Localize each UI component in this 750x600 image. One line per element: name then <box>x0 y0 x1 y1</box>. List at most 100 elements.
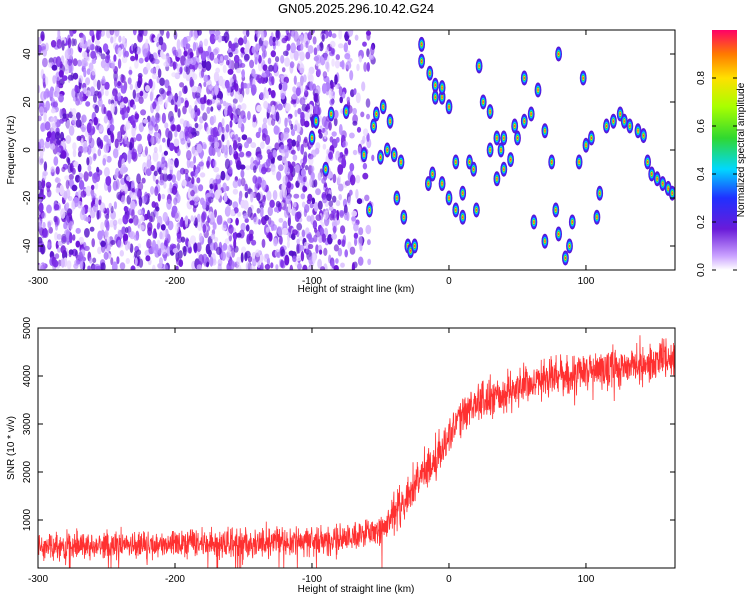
noise-speck <box>321 222 325 228</box>
noise-speck <box>236 117 243 125</box>
noise-speck <box>60 245 66 254</box>
noise-speck <box>95 30 102 40</box>
x-tick-label: 0 <box>446 276 452 287</box>
noise-speck <box>337 247 343 257</box>
noise-speck <box>336 177 340 186</box>
noise-speck <box>333 109 339 119</box>
noise-speck <box>97 246 102 255</box>
noise-speck <box>54 177 61 184</box>
noise-speck <box>232 113 238 124</box>
noise-speck <box>252 175 258 184</box>
noise-speck <box>300 250 305 262</box>
noise-speck <box>210 212 215 223</box>
noise-speck <box>240 169 245 178</box>
noise-speck <box>65 232 71 242</box>
noise-speck <box>199 97 206 105</box>
noise-speck <box>86 157 90 166</box>
y-tick-label: 3000 <box>22 412 33 435</box>
noise-speck <box>196 213 201 223</box>
noise-speck <box>229 120 233 128</box>
noise-speck <box>135 133 142 142</box>
noise-speck <box>338 183 344 192</box>
noise-speck <box>355 188 359 200</box>
colorbar-ticks: 0.0 0.2 0.4 0.6 0.8 <box>696 71 737 277</box>
noise-speck <box>145 38 149 49</box>
noise-speck <box>252 114 257 123</box>
noise-speck <box>78 145 84 154</box>
noise-speck <box>60 208 66 219</box>
x-tick-label: 100 <box>578 276 595 287</box>
signal-blob <box>393 190 401 206</box>
signal-blob <box>386 113 394 129</box>
noise-speck <box>233 54 240 64</box>
noise-speck <box>226 217 231 224</box>
noise-speck <box>339 61 344 68</box>
noise-speck <box>317 128 322 135</box>
noise-speck <box>296 238 300 245</box>
signal-blob <box>555 46 562 62</box>
noise-speck <box>149 91 153 102</box>
noise-speck <box>247 206 253 218</box>
noise-speck <box>203 38 209 47</box>
noise-speck <box>246 83 251 89</box>
noise-speck <box>148 125 154 135</box>
noise-speck <box>202 112 208 122</box>
colorbar-tick-label: 0.0 <box>696 263 707 277</box>
noise-speck <box>198 184 204 192</box>
noise-speck <box>302 155 307 165</box>
noise-speck <box>335 84 339 90</box>
noise-speck <box>151 264 156 270</box>
signal-blob <box>566 238 573 254</box>
noise-speck <box>124 227 129 234</box>
noise-speck <box>67 58 73 66</box>
noise-speck <box>228 224 234 234</box>
noise-speck <box>267 57 272 65</box>
signal-blob <box>373 106 380 122</box>
noise-speck <box>315 188 321 196</box>
noise-speck <box>93 153 97 160</box>
noise-speck <box>294 109 298 118</box>
noise-speck <box>314 147 320 155</box>
noise-speck <box>356 63 360 72</box>
noise-speck <box>61 235 67 243</box>
noise-speck <box>150 136 155 145</box>
noise-speck <box>344 148 348 155</box>
noise-speck <box>234 37 239 44</box>
noise-speck <box>292 154 298 161</box>
noise-speck <box>229 260 235 270</box>
noise-speck <box>100 262 106 270</box>
noise-speck <box>52 101 58 108</box>
noise-speck <box>132 30 137 36</box>
noise-speck <box>83 171 89 182</box>
noise-speck <box>146 168 152 177</box>
signal-blob <box>438 80 446 96</box>
noise-speck <box>54 232 59 241</box>
noise-speck <box>157 193 161 202</box>
noise-speck <box>286 32 291 42</box>
noise-speck <box>83 68 87 78</box>
noise-speck <box>331 131 337 137</box>
noise-speck <box>282 50 289 56</box>
noise-speck <box>354 34 359 41</box>
noise-speck <box>177 97 182 107</box>
noise-speck <box>242 82 248 89</box>
noise-speck <box>190 235 196 245</box>
noise-speck <box>38 197 42 203</box>
noise-speck <box>353 232 359 240</box>
noise-speck <box>51 131 56 141</box>
noise-speck <box>146 238 152 249</box>
noise-speck <box>75 227 81 234</box>
noise-speck <box>94 39 101 46</box>
signal-blob <box>429 166 436 182</box>
noise-speck <box>67 162 73 174</box>
noise-speck <box>116 256 120 265</box>
noise-speck <box>216 104 222 110</box>
noise-speck <box>222 242 228 251</box>
noise-speck <box>74 259 80 266</box>
noise-speck <box>317 172 322 181</box>
noise-speck <box>167 85 172 95</box>
noise-speck <box>261 238 266 248</box>
noise-speck <box>103 167 110 177</box>
noise-speck <box>276 226 282 235</box>
noise-speck <box>159 77 166 87</box>
